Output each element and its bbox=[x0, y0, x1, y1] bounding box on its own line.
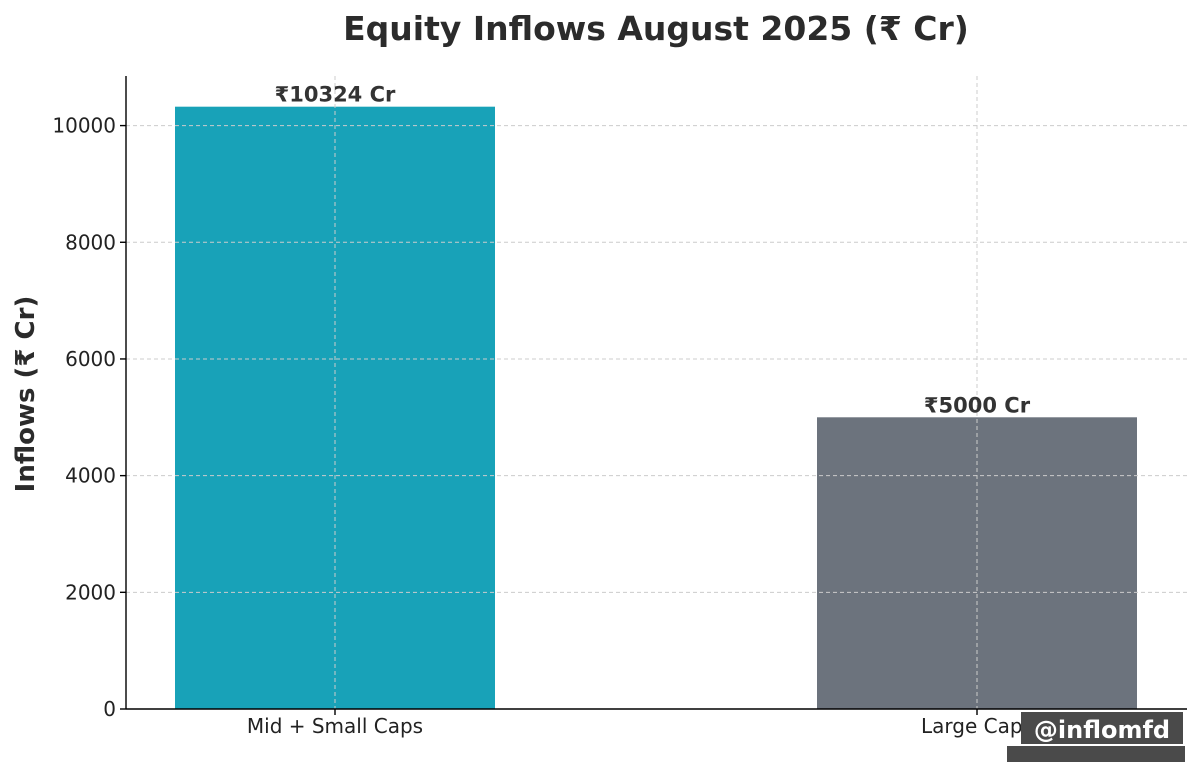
x-tick-label-1: Large Caps bbox=[921, 714, 1033, 738]
y-tick-label-8000: 8000 bbox=[65, 230, 116, 254]
y-axis-label: Inflows (₹ Cr) bbox=[11, 296, 41, 493]
y-tick-label-6000: 6000 bbox=[65, 347, 116, 371]
watermark-box bbox=[1021, 712, 1183, 744]
watermark-text: @inflomfd bbox=[1034, 716, 1170, 744]
labels: 0 2000 4000 6000 8000 10000 Mid + Small Caps La… bbox=[52, 83, 1033, 738]
axes bbox=[120, 76, 1187, 715]
y-tick-label-0: 0 bbox=[103, 697, 116, 721]
chart-title: Equity Inflows August 2025 (₹ Cr) bbox=[343, 9, 969, 48]
watermark-box-2 bbox=[1007, 746, 1185, 762]
data-label-0: ₹10324 Cr bbox=[275, 83, 396, 107]
grid-lines bbox=[126, 76, 1187, 709]
watermark: @inflomfd bbox=[1007, 712, 1185, 762]
data-label-1: ₹5000 Cr bbox=[924, 393, 1031, 417]
y-tick-label-2000: 2000 bbox=[65, 580, 116, 604]
y-tick-label-4000: 4000 bbox=[65, 464, 116, 488]
y-tick-label-10000: 10000 bbox=[52, 114, 116, 138]
x-tick-label-0: Mid + Small Caps bbox=[247, 714, 423, 738]
